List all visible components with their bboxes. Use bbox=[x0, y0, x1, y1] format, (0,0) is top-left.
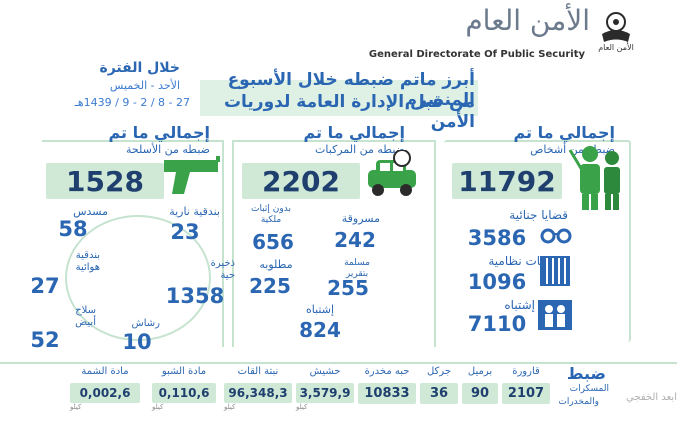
persons-total: 11792 bbox=[458, 165, 556, 198]
drug-item-value: 3,579,9 bbox=[296, 383, 354, 403]
drugs-items: قارورة 2107 برميل 90 جركل 36 حبه مخدرة 1… bbox=[40, 366, 550, 418]
drug-item-value: 96,348,3 bbox=[224, 383, 292, 403]
persons-regulatory-value: 1096 bbox=[467, 270, 527, 294]
weapons-pistol-label: مسدس bbox=[73, 205, 108, 218]
drug-item: مادة الشبو 0,110,6 كيلو bbox=[152, 366, 216, 411]
weapons-rifle-label: بندقية نارية bbox=[169, 205, 220, 218]
drug-item-label: حشيش bbox=[309, 366, 341, 377]
drug-item-value: 90 bbox=[462, 383, 498, 404]
car-icon bbox=[362, 149, 422, 202]
weapons-title2: ضبطه من الأسلحة bbox=[125, 143, 210, 156]
headline-line2: من قبل الإدارة العامة لدوريات الأمن bbox=[223, 92, 475, 132]
drug-item-value: 10833 bbox=[358, 383, 416, 404]
jail-icon bbox=[538, 254, 572, 288]
drug-item-value: 0,110,6 bbox=[152, 383, 216, 403]
persons-panel bbox=[444, 140, 631, 342]
drug-item-unit: كيلو bbox=[224, 403, 236, 411]
vehicles-wanted-label: مطلوبه bbox=[259, 258, 293, 271]
weapons-airgun-label: بندقية هوائية bbox=[75, 250, 100, 273]
persons-title1: إجمالي ما تم bbox=[513, 123, 615, 142]
period-dates: 27 - 8 / 2 - 9 / 1439هـ bbox=[74, 96, 190, 109]
drug-item: نبتة القات 96,348,3 كيلو bbox=[224, 366, 292, 411]
vehicles-suspicious-value: 824 bbox=[299, 318, 341, 342]
weapons-total: 1528 bbox=[66, 165, 144, 198]
weapons-airgun-value: 27 bbox=[30, 274, 60, 298]
handcuffs-icon bbox=[540, 224, 572, 246]
persons-total-box bbox=[452, 163, 562, 199]
weapons-panel bbox=[42, 140, 224, 347]
drug-item: حشيش 3,579,9 كيلو bbox=[296, 366, 354, 411]
vehicles-no-ownership-value: 656 bbox=[252, 230, 294, 254]
vehicles-stolen-label: مسروقة bbox=[341, 212, 380, 225]
weapons-rifle-value: 23 bbox=[170, 220, 200, 244]
drug-item-value: 2107 bbox=[502, 383, 550, 404]
drug-item-label: مادة الشمة bbox=[81, 366, 129, 377]
logo bbox=[594, 8, 638, 52]
weapons-ammo-label: ذخيرة حية bbox=[210, 258, 235, 281]
pistol-icon bbox=[160, 152, 222, 198]
persons-suspicion-value: 7110 bbox=[467, 312, 527, 336]
drug-item-unit: كيلو bbox=[70, 403, 82, 411]
drug-item: حبه مخدرة 10833 bbox=[358, 366, 416, 404]
vehicles-title1: إجمالي ما تم bbox=[303, 123, 405, 142]
period-days: الأحد - الخميس bbox=[109, 79, 180, 92]
drug-item-value: 36 bbox=[420, 383, 458, 404]
vehicles-stolen-value: 242 bbox=[334, 228, 376, 252]
drug-item: قارورة 2107 bbox=[502, 366, 550, 404]
drugs-label3: والمخدرات bbox=[558, 397, 599, 407]
weapons-ammo-value: 1358 bbox=[165, 284, 225, 308]
vehicles-reported-label: مسلمة بتقرير bbox=[344, 258, 370, 279]
drug-item-label: جركل bbox=[426, 366, 452, 377]
weapons-machinegun-label: رشاش bbox=[131, 318, 160, 329]
vehicles-total: 2202 bbox=[262, 165, 340, 198]
persons-criminal-label: قضايا جنائية bbox=[509, 208, 568, 222]
vehicles-panel bbox=[232, 140, 436, 347]
drugs-label1: ضبط bbox=[566, 364, 606, 383]
drug-item-label: مادة الشبو bbox=[161, 366, 207, 377]
drug-item-label: قارورة bbox=[512, 366, 540, 377]
drug-item: جركل 36 bbox=[420, 366, 458, 404]
weapons-title1: إجمالي ما تم bbox=[108, 123, 210, 142]
drugs-label2: المسكرات bbox=[569, 384, 609, 394]
weapons-machinegun-value: 10 bbox=[122, 330, 152, 354]
drug-item: برميل 90 bbox=[462, 366, 498, 404]
drug-item-label: نبتة القات bbox=[237, 366, 279, 377]
officers-icon bbox=[568, 140, 628, 212]
drug-item-unit: كيلو bbox=[152, 403, 164, 411]
drug-item: مادة الشمة 0,002,6 كيلو bbox=[70, 366, 140, 411]
weapons-total-box bbox=[46, 163, 164, 199]
watermark: ابعد الخفجي bbox=[626, 392, 677, 403]
vehicles-no-ownership-label: بدون إثبات ملكية bbox=[251, 204, 291, 225]
drug-item-unit: كيلو bbox=[296, 403, 308, 411]
headline-box bbox=[200, 80, 478, 116]
people-icon bbox=[538, 300, 572, 330]
vehicles-total-box bbox=[242, 163, 360, 199]
weapons-pistol-value: 58 bbox=[58, 217, 88, 241]
headline-line1: أبرز ماتم ضبطه خلال الأسبوع المنصرم bbox=[227, 70, 475, 110]
vehicles-title2: ضبطه من المركبات bbox=[315, 143, 405, 156]
drug-item-value: 0,002,6 bbox=[70, 383, 140, 403]
weapons-blade-value: 52 bbox=[30, 328, 60, 352]
period-label: خلال الفترة bbox=[99, 60, 180, 76]
header-title: الأمن العام bbox=[465, 4, 590, 37]
weapons-arc bbox=[65, 215, 211, 341]
persons-criminal-value: 3586 bbox=[467, 226, 527, 250]
vehicles-reported-value: 255 bbox=[327, 276, 369, 300]
logo-caption: الأمن العام bbox=[598, 43, 634, 52]
vehicles-suspicious-label: إشتباه bbox=[305, 303, 335, 316]
header-subtitle: General Directorate Of Public Security bbox=[368, 49, 585, 60]
drug-item-label: برميل bbox=[467, 366, 493, 377]
drug-item-label: حبه مخدرة bbox=[364, 366, 410, 377]
vehicles-wanted-value: 225 bbox=[249, 274, 291, 298]
weapons-blade-label: سلاح أبيض bbox=[75, 305, 96, 328]
